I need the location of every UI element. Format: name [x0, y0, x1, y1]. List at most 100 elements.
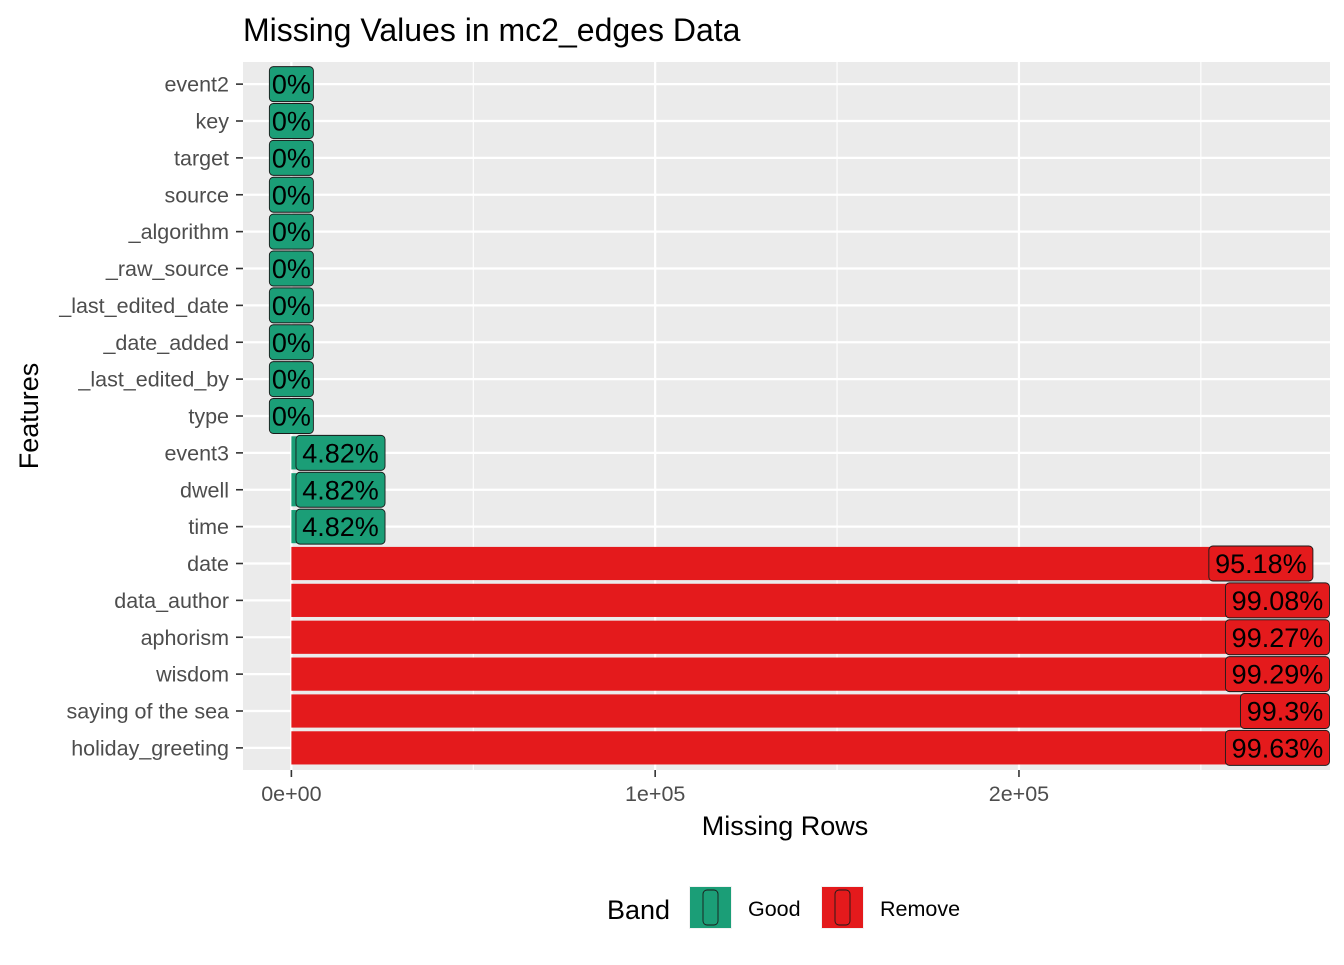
bar-label: 0% [268, 287, 314, 324]
bar-label: 0% [268, 66, 314, 103]
bar [291, 657, 1303, 691]
x-tick-label: 2e+05 [989, 782, 1049, 806]
bar-label-box [268, 250, 314, 287]
bar-label-text: 0% [272, 254, 311, 284]
y-tick-label: data_author [114, 589, 229, 613]
bar-label: 4.82% [295, 508, 386, 545]
bar-label: 0% [268, 250, 314, 287]
bar-label-box [268, 361, 314, 398]
x-tick-label: 1e+05 [625, 782, 685, 806]
bar-label-box [295, 471, 386, 508]
bar-label-text: 99.08% [1232, 586, 1324, 616]
bar-label: 99.27% [1224, 619, 1330, 656]
bar-labels: 0% 0% 0% 0% 0% 0% 0% 0% 0% 0% 4.82% 4.82% 4.82% 95.18… [268, 66, 1330, 766]
legend-key-label-glyph [702, 889, 719, 926]
bar-label-text: 99.27% [1232, 623, 1324, 653]
y-tick-label: aphorism [141, 626, 229, 650]
y-tick-label: _date_added [102, 331, 229, 355]
legend-entry-label: Good [748, 897, 801, 921]
chart-title: Missing Values in mc2_edges Data [243, 12, 741, 48]
y-axis-title: Features [14, 363, 44, 470]
bar-label-box [268, 324, 314, 361]
bar-label-text: 0% [272, 180, 311, 210]
bar-label: 4.82% [295, 471, 386, 508]
bar-label: 0% [268, 361, 314, 398]
bar-label: 4.82% [295, 434, 386, 471]
legend-key-label-glyph [834, 889, 851, 926]
bar [291, 731, 1307, 765]
bar-label: 0% [268, 324, 314, 361]
bar-label-text: 0% [272, 217, 311, 247]
bar-label-box [268, 213, 314, 250]
x-tick-label: 0e+00 [261, 782, 321, 806]
y-tick-label: _last_edited_date [58, 294, 229, 318]
y-tick-label: holiday_greeting [71, 736, 229, 760]
bar-label-text: 0% [272, 402, 311, 432]
legend: Band Good Remove [607, 886, 960, 929]
bar-label-box [1224, 656, 1330, 693]
y-tick-label: dwell [180, 478, 229, 502]
bar-label-box [268, 176, 314, 213]
bar-label: 0% [268, 139, 314, 176]
bar-label: 0% [268, 398, 314, 434]
bar [291, 694, 1304, 728]
bar-label-text: 99.3% [1247, 697, 1324, 727]
bar-label-text: 4.82% [302, 512, 379, 542]
x-axis: 0e+00 1e+05 2e+05 [261, 770, 1049, 806]
bar-label-text: 0% [272, 107, 311, 137]
bar-label-text: 4.82% [302, 475, 379, 505]
legend-entry-label: Remove [880, 897, 960, 921]
bar-label-text: 0% [272, 291, 311, 321]
bar-label-box [1239, 693, 1330, 729]
bar [291, 620, 1303, 654]
legend-title: Band [607, 895, 670, 925]
bar [291, 546, 1261, 581]
bar-label-box [268, 66, 314, 103]
y-tick-label: target [174, 146, 229, 170]
y-tick-label: _raw_source [105, 257, 229, 281]
bar-label-text: 99.63% [1232, 733, 1324, 763]
bar [291, 583, 1301, 617]
bar-label-text: 0% [272, 70, 311, 100]
y-tick-label: event3 [164, 441, 229, 465]
bar-label-box [1224, 619, 1330, 656]
y-tick-label: saying of the sea [66, 700, 229, 724]
bar-label-text: 0% [272, 328, 311, 358]
bar-label: 0% [268, 176, 314, 213]
bar-label: 99.63% [1224, 729, 1330, 766]
y-tick-label: key [196, 110, 230, 134]
bar-label-text: 0% [272, 143, 311, 173]
bar-label-box [295, 434, 386, 471]
y-tick-label: wisdom [155, 663, 229, 687]
y-tick-label: time [188, 515, 229, 539]
legend-key [821, 886, 864, 929]
y-tick-label: _last_edited_by [77, 368, 229, 392]
bar-label: 0% [268, 213, 314, 250]
y-tick-label: type [188, 405, 229, 429]
bar-label-text: 4.82% [302, 438, 379, 468]
bar-label-text: 0% [272, 365, 311, 395]
y-tick-label: _algorithm [128, 220, 229, 244]
bar-label-box [295, 508, 386, 545]
bar-label: 0% [268, 103, 314, 139]
bar-label-box [268, 139, 314, 176]
bar-label-box [268, 398, 314, 434]
bar-label: 95.18% [1208, 545, 1314, 582]
bar-label: 99.29% [1224, 656, 1330, 693]
x-axis-title: Missing Rows [702, 811, 869, 841]
bar-label-box [1224, 729, 1330, 766]
y-axis: event2 key target source _algorithm _raw_sour… [58, 73, 243, 760]
bar-label: 99.3% [1239, 693, 1330, 729]
y-tick-label: event2 [164, 73, 229, 97]
y-tick-label: date [187, 552, 229, 576]
bar-label-box [1208, 545, 1314, 582]
bar-label: 99.08% [1224, 582, 1330, 619]
y-tick-label: source [164, 183, 229, 207]
bar-label-box [268, 103, 314, 139]
bar-label-box [1224, 582, 1330, 619]
bar-label-text: 99.29% [1232, 660, 1324, 690]
legend-key [689, 886, 732, 929]
bar-label-text: 95.18% [1215, 549, 1307, 579]
